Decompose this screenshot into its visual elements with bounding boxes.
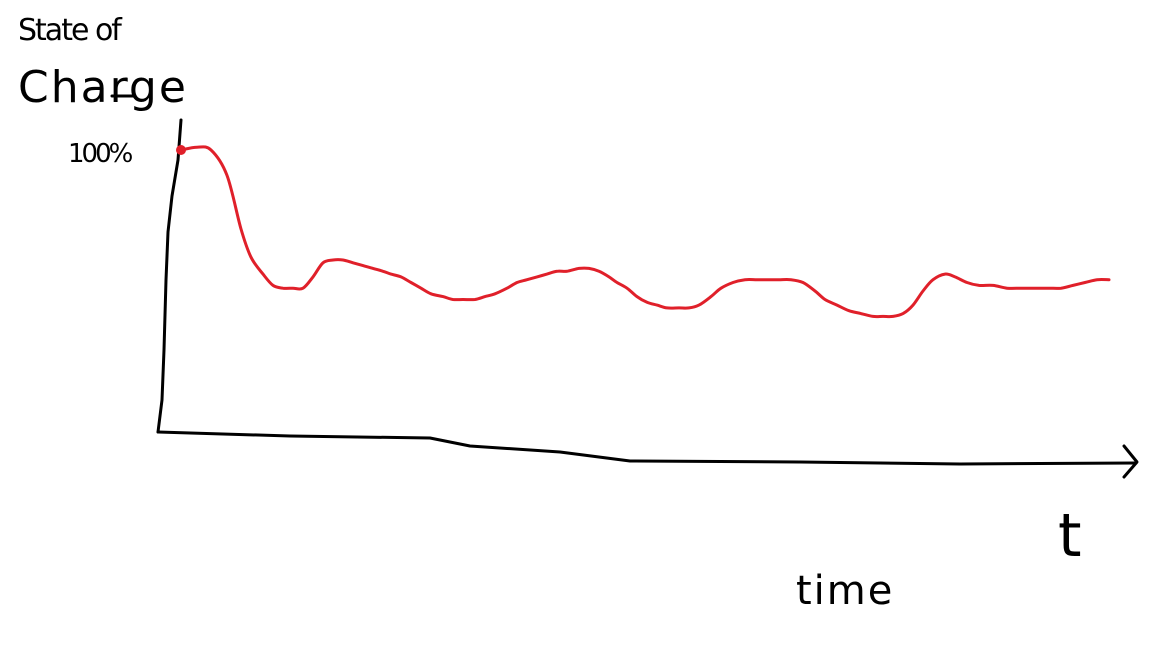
y-axis-label-line-1: State of xyxy=(18,13,123,48)
y-tick-label-100: 100% xyxy=(68,139,133,169)
series-start-point-0 xyxy=(176,145,186,155)
series-line-0 xyxy=(179,145,1111,319)
series-layer xyxy=(176,145,1111,319)
x-axis-symbol: t xyxy=(1058,501,1082,571)
x-axis-label: time xyxy=(796,568,894,614)
x-axis-line xyxy=(156,430,1138,466)
x-axis-arrowhead xyxy=(1122,444,1139,479)
y-axis-line xyxy=(156,118,183,434)
y-axis-label-line-2: Charge xyxy=(18,62,188,113)
